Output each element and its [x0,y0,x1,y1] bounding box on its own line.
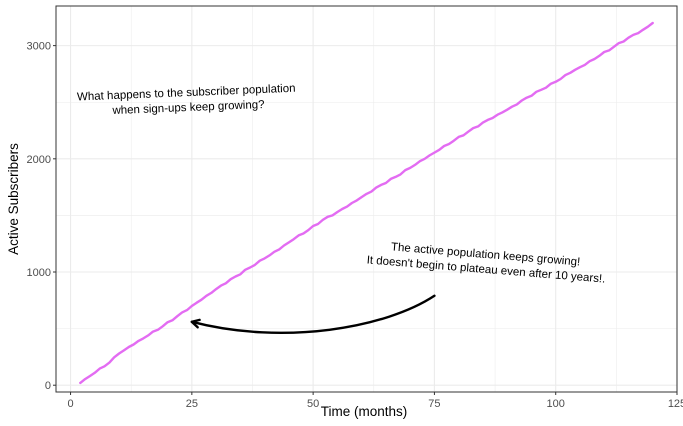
x-tick-label: 75 [428,398,440,410]
y-tick-label: 1000 [27,267,51,279]
series-layer [79,21,654,385]
ticks: 0 25 50 75 100 125 0 1000 2000 3000 [27,41,683,410]
x-tick-label: 100 [547,398,565,410]
x-tick-label: 125 [668,398,683,410]
y-axis-title: Active Subscribers [6,143,21,255]
x-tick-label: 0 [67,398,73,410]
x-tick-label: 50 [307,398,319,410]
x-axis-title: Time (months) [321,404,408,419]
plot-panel-border [55,5,678,393]
arrow-head [190,318,201,329]
subscribers-line [79,21,654,385]
x-tick-label: 25 [186,398,198,410]
y-tick-label: 3000 [27,41,51,53]
arrow-layer [190,294,436,334]
annotation-arrow [190,294,436,334]
y-tick-label: 0 [45,380,51,392]
y-tick-label: 2000 [27,154,51,166]
